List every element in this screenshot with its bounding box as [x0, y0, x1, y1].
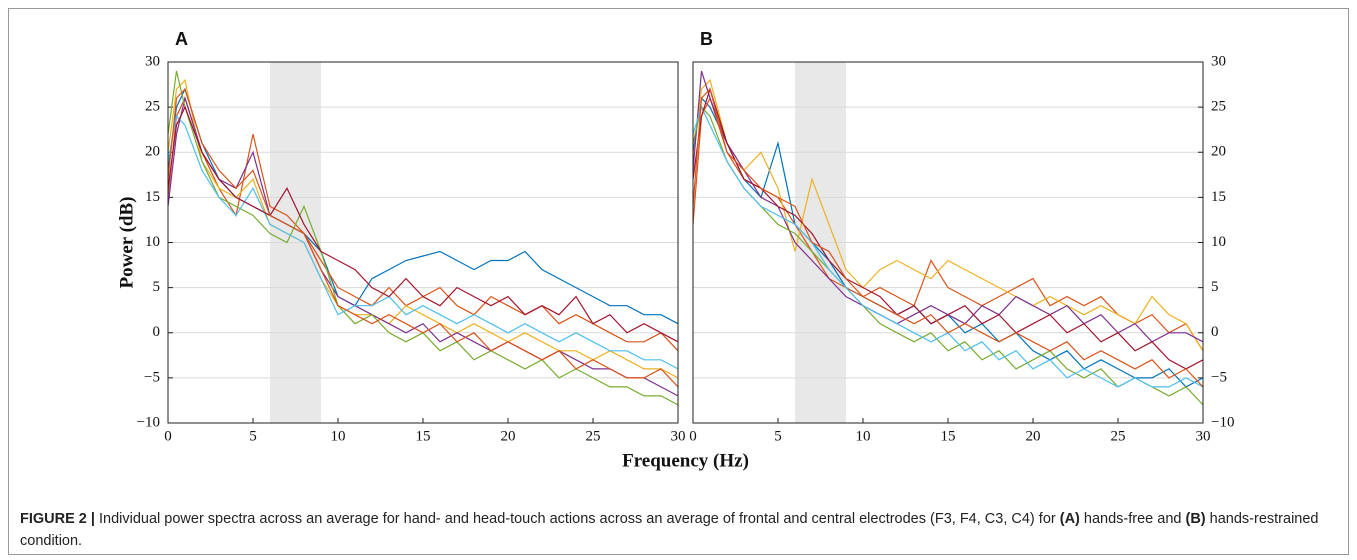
caption: FIGURE 2 | Individual power spectra acro… [20, 508, 1345, 552]
spectrum-line [692, 78, 1204, 352]
x-tick-label: 5 [249, 428, 257, 444]
y-tick-label: 25 [145, 99, 160, 115]
y-tick-label: 20 [1211, 144, 1226, 160]
x-tick-label: 25 [586, 428, 601, 444]
x-tick-label: 30 [671, 428, 686, 444]
caption-text: (B) [1185, 511, 1206, 527]
spectrum-line [167, 95, 679, 397]
y-tick-label: 10 [145, 234, 160, 250]
y-axis-label: Power (dB) [116, 197, 137, 289]
caption-text: hands-free and [1079, 511, 1186, 527]
x-tick-label: 20 [501, 428, 516, 444]
y-tick-label: 0 [153, 324, 161, 340]
x-tick-label: 0 [164, 428, 172, 444]
caption-text: Individual power spectra across an avera… [94, 511, 1060, 527]
spectrum-line [167, 87, 679, 388]
spectrum-line [167, 96, 679, 352]
y-tick-label: −5 [1211, 369, 1227, 385]
y-tick-label: 5 [1211, 279, 1219, 295]
y-tick-label: 30 [145, 53, 160, 69]
x-axis-label: Frequency (Hz) [622, 450, 749, 471]
spectrum-line [692, 70, 1204, 343]
x-tick-label: 5 [774, 428, 782, 444]
y-tick-label: 15 [145, 189, 160, 205]
y-tick-label: −10 [1211, 414, 1234, 430]
y-tick-label: 30 [1211, 53, 1226, 69]
y-tick-label: −5 [144, 369, 160, 385]
x-tick-label: 20 [1026, 428, 1041, 444]
y-tick-label: 20 [145, 144, 160, 160]
axes-frame [692, 61, 1204, 424]
x-tick-label: 15 [416, 428, 431, 444]
figure-frame [8, 8, 1349, 555]
y-tick-label: −10 [137, 414, 160, 430]
x-tick-label: 15 [941, 428, 956, 444]
x-tick-label: 10 [856, 428, 871, 444]
spectrum-line [167, 114, 679, 370]
x-tick-label: 10 [331, 428, 346, 444]
spectrum-line [167, 105, 679, 343]
y-tick-label: 25 [1211, 99, 1226, 115]
spectrum-line [692, 87, 1204, 388]
panel-label: A [175, 29, 188, 49]
y-tick-label: 0 [1211, 324, 1219, 340]
panel-label: B [700, 29, 713, 49]
spectrum-line [167, 87, 679, 325]
caption-text: hands-restrained condition. [20, 511, 1319, 549]
x-tick-label: 25 [1111, 428, 1126, 444]
y-tick-label: 15 [1211, 189, 1226, 205]
axes-frame [167, 61, 679, 424]
spectrum-line [692, 105, 1204, 388]
caption-label: FIGURE 2 | [20, 511, 95, 527]
spectrum-line [167, 70, 679, 406]
spectrum-line [692, 96, 1204, 352]
x-tick-label: 0 [689, 428, 697, 444]
spectrum-line [692, 105, 1204, 406]
x-tick-label: 30 [1196, 428, 1211, 444]
caption-text: (A) [1059, 511, 1080, 527]
y-tick-label: 10 [1211, 234, 1226, 250]
y-tick-label: 5 [153, 279, 161, 295]
spectrum-line [692, 87, 1204, 370]
